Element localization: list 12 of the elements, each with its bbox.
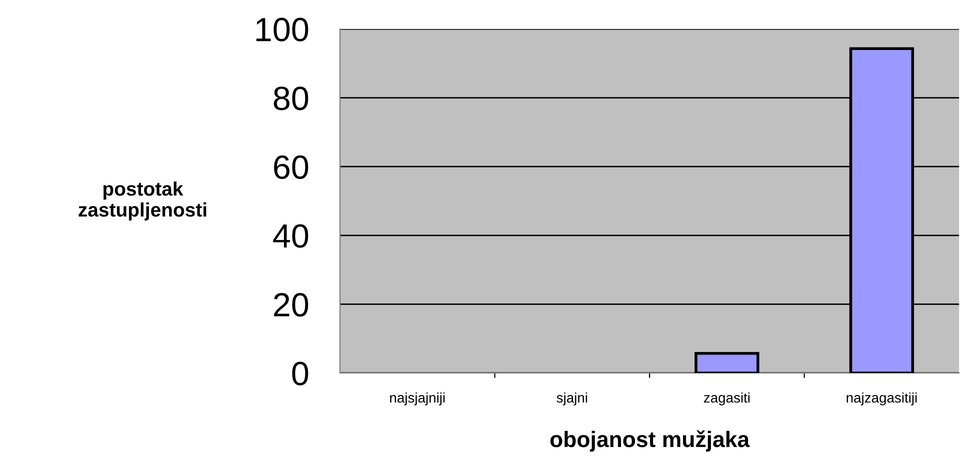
x-tick-label: najzagasitiji	[846, 392, 917, 406]
y-axis-title: postotak zastupljenosti	[78, 181, 206, 221]
y-tick-label: 20	[274, 293, 308, 317]
y-tick-label: 80	[274, 86, 308, 110]
x-tick-label: zagasiti	[704, 392, 750, 406]
y-tick-label: 100	[256, 18, 308, 42]
y-tick-label: 0	[292, 362, 308, 386]
y-tick-label: 40	[273, 224, 308, 248]
x-tick-label: najsjajniji	[390, 392, 445, 406]
x-axis-title: obojanost mužjaka	[550, 430, 750, 452]
x-tick-label: sjajni	[556, 392, 588, 406]
y-tick-label: 60	[274, 155, 308, 180]
